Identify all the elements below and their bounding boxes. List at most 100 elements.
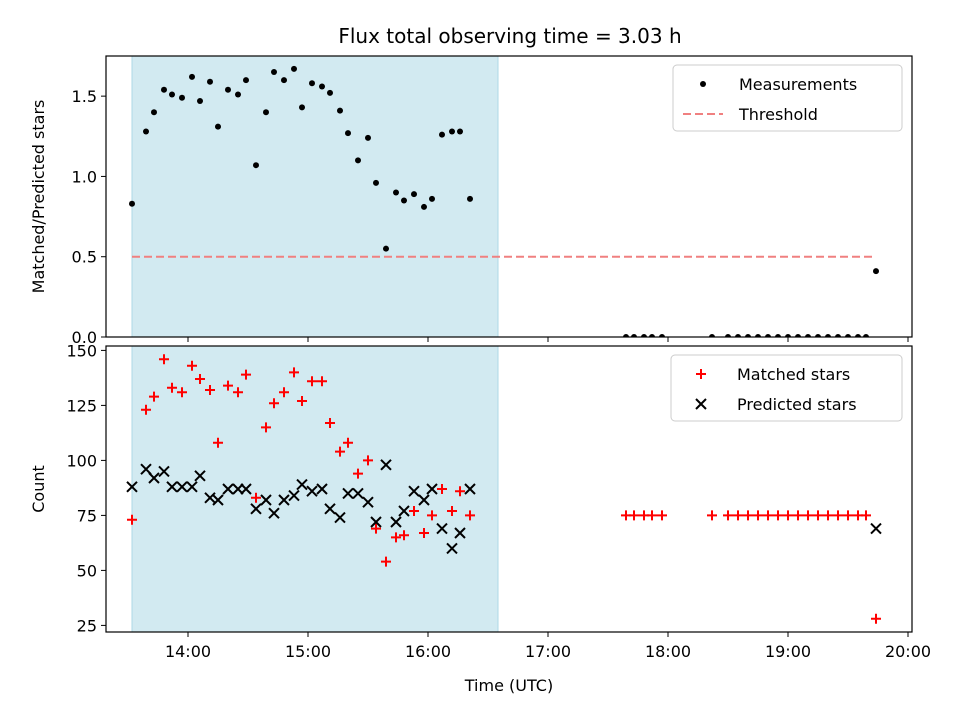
predicted-stars-point xyxy=(278,494,290,506)
predicted-stars-point xyxy=(342,487,354,500)
predicted-stars-point xyxy=(446,542,458,555)
matched-stars-point xyxy=(399,530,409,541)
measurement-point xyxy=(337,107,343,114)
y-tick-label: 150 xyxy=(66,341,97,360)
measurement-point xyxy=(735,334,741,337)
measurement-point xyxy=(863,334,869,337)
matched-stars-point xyxy=(391,532,401,543)
predicted-stars-point xyxy=(426,483,438,495)
predicted-stars-point xyxy=(222,483,234,495)
measurement-point xyxy=(429,195,435,202)
series-measurements xyxy=(129,65,879,337)
bottom-panel-counts: 25 50 75 100 125 150 14:00 15:00 16:00 17:00 18:00… xyxy=(29,341,931,695)
measurement-point xyxy=(765,334,771,337)
measurement-point xyxy=(225,86,231,93)
top-panel-ratio: 0.0 0.5 1.0 1.5 Matched/Predicted stars Measu… xyxy=(29,55,913,347)
measurement-point xyxy=(825,334,831,337)
predicted-stars-point xyxy=(464,483,476,495)
predicted-stars-point xyxy=(316,483,328,495)
legend-box xyxy=(670,354,903,422)
measurement-point xyxy=(631,334,637,337)
matched-stars-point xyxy=(289,367,299,378)
predicted-stars-point xyxy=(212,494,224,506)
plot-area xyxy=(126,354,882,624)
x-tick-label: 15:00 xyxy=(285,642,331,661)
matched-stars-point xyxy=(149,391,159,402)
x-tick-label: 20:00 xyxy=(885,642,931,661)
matched-stars-point xyxy=(629,510,639,521)
matched-stars-point xyxy=(753,510,763,521)
legend-label: Matched stars xyxy=(737,365,850,384)
measurement-point xyxy=(373,179,379,186)
matched-stars-point xyxy=(733,510,743,521)
predicted-stars-point xyxy=(454,527,466,539)
matched-stars-point xyxy=(813,510,823,521)
measurement-point xyxy=(291,65,297,72)
measurement-point xyxy=(623,334,629,337)
legend-matched-swatch xyxy=(696,369,706,379)
matched-stars-point xyxy=(437,484,447,494)
predicted-stars-point xyxy=(288,489,300,502)
predicted-stars-point xyxy=(380,459,392,471)
measurement-point xyxy=(457,128,463,135)
matched-stars-point xyxy=(307,376,317,387)
measurement-point xyxy=(129,200,135,207)
measurement-point xyxy=(725,334,731,337)
measurement-point xyxy=(659,334,665,337)
predicted-stars-point xyxy=(240,483,252,495)
measurement-point xyxy=(253,162,259,169)
predicted-stars-point xyxy=(296,478,308,491)
x-tick-label: 19:00 xyxy=(765,642,811,661)
measurement-point xyxy=(365,134,371,141)
measurement-point xyxy=(143,128,149,135)
measurement-point xyxy=(775,334,781,337)
series-matched-stars xyxy=(127,354,881,624)
matched-stars-point xyxy=(783,510,793,521)
legend: Measurements Threshold xyxy=(672,64,903,132)
measurement-point xyxy=(169,91,175,98)
y-tick-label: 125 xyxy=(66,396,97,415)
predicted-stars-point xyxy=(126,481,138,493)
measurement-point xyxy=(161,86,167,93)
matched-stars-point xyxy=(763,510,773,521)
measurement-point xyxy=(785,334,791,337)
predicted-stars-point xyxy=(194,470,206,482)
measurement-point xyxy=(805,334,811,337)
matched-stars-point xyxy=(279,387,289,398)
predicted-stars-point xyxy=(370,516,382,528)
predicted-stars-point xyxy=(334,511,346,524)
matched-stars-point xyxy=(465,510,475,521)
y-tick-label: 1.5 xyxy=(72,87,97,106)
measurement-point xyxy=(795,334,801,337)
matched-stars-point xyxy=(363,455,373,466)
predicted-stars-point xyxy=(148,472,160,484)
x-tick-label: 18:00 xyxy=(645,642,691,661)
matched-stars-point xyxy=(187,360,197,371)
legend-label: Measurements xyxy=(739,75,857,94)
matched-stars-point xyxy=(833,510,843,521)
matched-stars-point xyxy=(205,385,215,395)
matched-stars-point xyxy=(657,510,667,521)
measurement-point xyxy=(383,245,389,252)
matched-stars-point xyxy=(647,510,657,521)
predicted-stars-point xyxy=(352,487,364,500)
y-tick-label: 75 xyxy=(77,506,97,525)
predicted-stars-point xyxy=(204,492,216,504)
measurement-point xyxy=(327,89,333,96)
matched-stars-point xyxy=(381,556,391,567)
measurement-point xyxy=(421,203,427,210)
x-axis-label: Time (UTC) xyxy=(464,676,553,695)
predicted-stars-point xyxy=(390,516,402,528)
matched-stars-point xyxy=(167,382,177,393)
matched-stars-point xyxy=(213,437,223,448)
matched-stars-point xyxy=(447,506,457,516)
measurement-point xyxy=(815,334,821,337)
measurement-point xyxy=(271,69,277,76)
matched-stars-point xyxy=(159,354,169,365)
measurement-point xyxy=(243,77,249,84)
matched-stars-point xyxy=(773,510,783,521)
matched-stars-point xyxy=(723,510,733,521)
series-predicted-stars xyxy=(126,459,882,555)
measurement-point xyxy=(235,91,241,98)
